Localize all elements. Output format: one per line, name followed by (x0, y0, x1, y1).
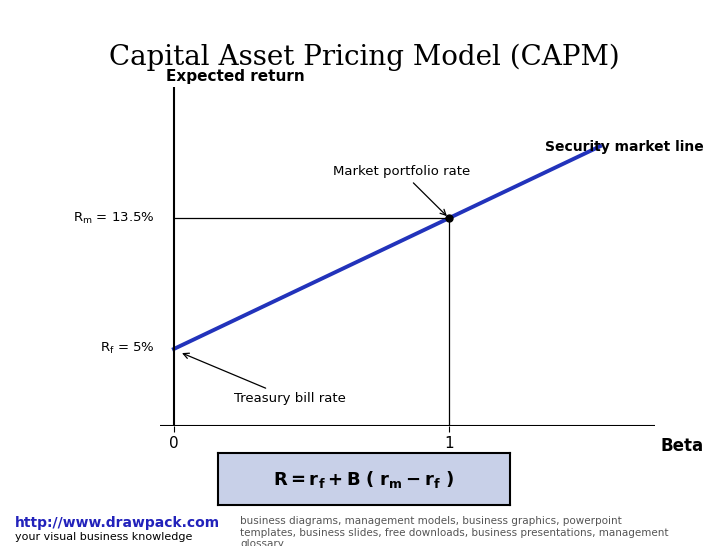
Text: $\mathregular{R_m}$ = 13.5%: $\mathregular{R_m}$ = 13.5% (73, 211, 154, 225)
Text: Security market line: Security market line (545, 140, 704, 154)
Text: Treasury bill rate: Treasury bill rate (183, 353, 347, 405)
Text: Beta: Beta (661, 437, 704, 455)
Text: http://www.drawpack.com: http://www.drawpack.com (15, 516, 220, 530)
Text: $\mathbf{R = r_f + B\ (\ r_m - r_f\ )}$: $\mathbf{R = r_f + B\ (\ r_m - r_f\ )}$ (274, 468, 454, 490)
Text: Capital Asset Pricing Model (CAPM): Capital Asset Pricing Model (CAPM) (108, 44, 620, 71)
Text: $\mathregular{R_f}$ = 5%: $\mathregular{R_f}$ = 5% (100, 341, 154, 357)
Text: your visual business knowledge: your visual business knowledge (15, 532, 192, 542)
Text: business diagrams, management models, business graphics, powerpoint
templates, b: business diagrams, management models, bu… (240, 516, 669, 546)
Text: Market portfolio rate: Market portfolio rate (333, 165, 471, 215)
Text: Expected return: Expected return (166, 69, 304, 84)
